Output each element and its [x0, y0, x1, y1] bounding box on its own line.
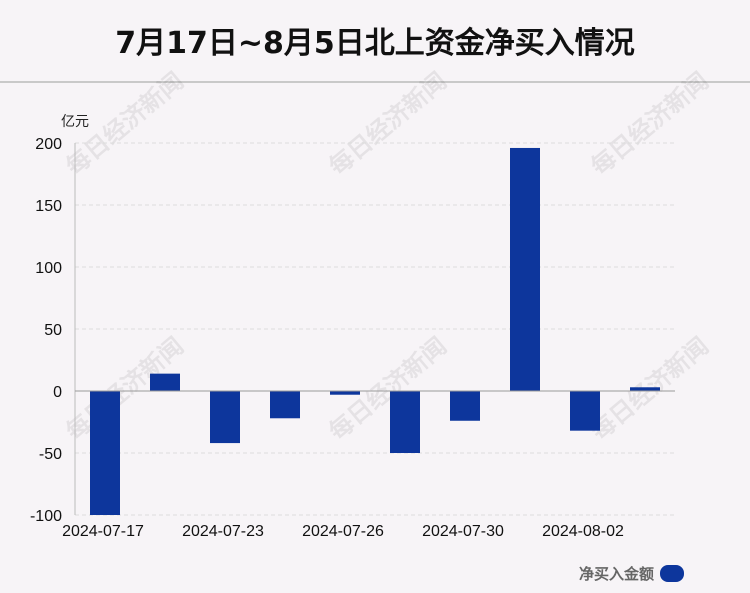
x-tick-label: 2024-07-23 [182, 523, 264, 540]
legend: 净买入金额 [579, 563, 684, 584]
bar-2024-07-18 [150, 373, 180, 391]
y-tick-label: -100 [30, 508, 62, 525]
bar-2024-07-31 [510, 147, 540, 391]
bar-2024-07-29 [390, 391, 420, 453]
bar-2024-08-02 [570, 391, 600, 431]
watermark-text: 每日经济新闻 [323, 66, 452, 181]
bar-2024-07-30 [450, 391, 480, 421]
y-tick-label: 100 [35, 260, 62, 277]
legend-label: 净买入金额 [578, 565, 654, 583]
y-tick-label: 150 [35, 198, 62, 215]
x-tick-label: 2024-07-30 [422, 523, 504, 540]
bar-2024-07-26 [330, 391, 360, 395]
x-tick-label: 2024-07-17 [62, 523, 144, 540]
chart-title: 7月17日~8月5日北上资金净买入情况 [115, 26, 635, 61]
watermark-text: 每日经济新闻 [323, 331, 452, 446]
y-tick-label: 50 [44, 322, 62, 339]
title-divider [0, 81, 750, 83]
bar-2024-07-24 [270, 391, 300, 419]
bar-2024-07-23 [210, 391, 240, 444]
x-tick-label: 2024-08-02 [542, 523, 624, 540]
watermark-text: 每日经济新闻 [585, 66, 714, 181]
y-axis-unit-label: 亿元 [61, 114, 89, 130]
y-tick-label: 200 [35, 136, 62, 153]
x-tick-label: 2024-07-26 [302, 523, 384, 540]
watermark-text: 每日经济新闻 [60, 66, 189, 181]
bar-2024-07-17 [90, 391, 120, 515]
legend-swatch [660, 565, 684, 582]
y-tick-label: -50 [39, 446, 62, 463]
y-tick-label: 0 [53, 384, 62, 401]
bar-2024-08-05 [630, 387, 660, 391]
